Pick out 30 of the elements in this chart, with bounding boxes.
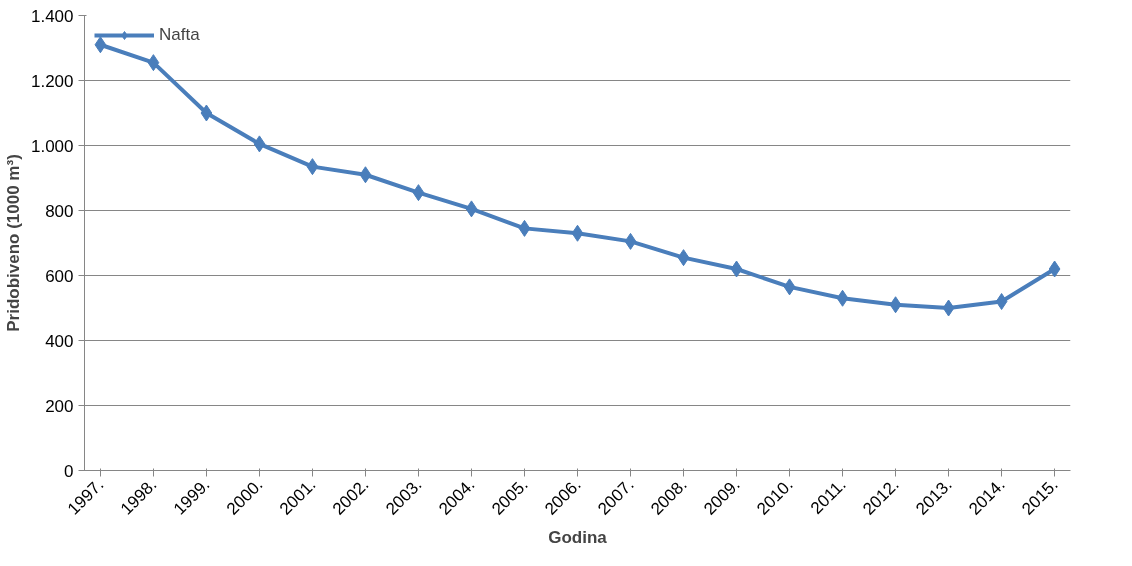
y-tick-label: 400 <box>45 331 74 351</box>
y-tick-label: 1.400 <box>30 6 74 26</box>
legend-label: Nafta <box>159 25 200 45</box>
x-axis-title: Godina <box>548 528 608 548</box>
point <box>889 296 902 314</box>
point <box>995 293 1008 310</box>
y-tick-label: 800 <box>45 201 74 221</box>
point <box>253 135 266 153</box>
y-tick-label: 1.000 <box>30 136 74 156</box>
point <box>571 224 584 242</box>
y-tick-label: 600 <box>45 266 74 286</box>
point <box>942 299 955 317</box>
point <box>836 289 849 307</box>
point <box>147 54 160 72</box>
point <box>783 278 796 296</box>
y-axis-title: Pridobiveno (1000 m³) <box>3 154 23 332</box>
point <box>359 166 372 184</box>
point <box>412 184 425 202</box>
y-tick-label: 0 <box>64 461 74 481</box>
point <box>200 104 213 122</box>
y-tick-label: 1.200 <box>30 71 74 91</box>
point <box>730 260 743 278</box>
y-tick-label: 200 <box>45 396 74 416</box>
point <box>465 200 478 218</box>
point <box>94 36 107 54</box>
point <box>306 158 319 176</box>
point <box>1048 260 1061 278</box>
point <box>518 219 531 237</box>
point <box>624 232 637 250</box>
point <box>677 249 690 267</box>
